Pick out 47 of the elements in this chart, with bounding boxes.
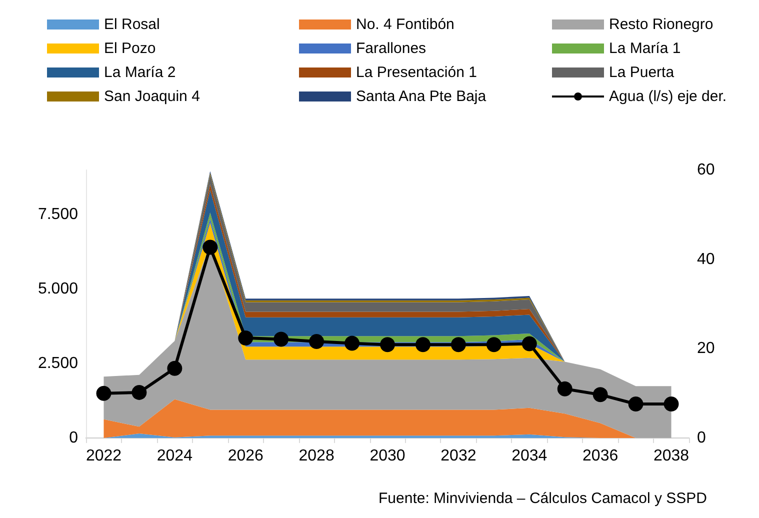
point <box>486 337 502 352</box>
legend-label: Santa Ana Pte Baja <box>356 88 487 105</box>
legend-label: El Pozo <box>104 40 156 57</box>
x-tick-label: 2028 <box>298 448 334 464</box>
point <box>309 334 324 350</box>
point <box>132 384 147 400</box>
y-tick-label: 7.500 <box>38 206 78 224</box>
point <box>344 336 360 351</box>
legend-label: La Puerta <box>609 64 675 81</box>
y2-tick-label: 0 <box>697 430 706 446</box>
y-tick-label: 0 <box>69 430 78 446</box>
y2-tick-label: 40 <box>697 250 715 268</box>
point <box>522 336 537 352</box>
x-tick-label: 2026 <box>228 448 264 464</box>
point <box>238 330 254 346</box>
point <box>274 332 289 347</box>
y-tick-label: 2.500 <box>38 355 78 372</box>
point <box>202 240 218 255</box>
legend-label: No. 4 Fontibón <box>356 16 454 33</box>
y2-tick-label: 60 <box>697 162 715 178</box>
point <box>628 396 644 412</box>
point <box>592 387 608 402</box>
x-tick-label: 2038 <box>653 448 690 464</box>
point <box>415 337 430 352</box>
legend-label: La Presentación 1 <box>356 64 477 81</box>
y2-tick-label: 20 <box>697 340 715 358</box>
point <box>450 337 466 352</box>
x-tick-label: 2030 <box>370 448 406 464</box>
x-tick-label: 2022 <box>86 448 122 464</box>
x-tick-label: 2024 <box>156 448 193 464</box>
point <box>664 396 679 412</box>
legend-label: Resto Rionegro <box>609 16 714 33</box>
legend-label: Farallones <box>356 40 426 57</box>
legend-label: La María 1 <box>609 40 681 57</box>
legend-label: San Joaquin 4 <box>104 88 200 105</box>
legend-label: El Rosal <box>104 16 160 33</box>
point <box>557 381 572 396</box>
point <box>167 360 182 376</box>
y-tick-label: 5.000 <box>38 280 78 298</box>
x-tick-label: 2036 <box>582 448 618 464</box>
x-tick-label: 2032 <box>440 448 476 464</box>
source-note: Fuente: Minvivienda – Cálculos Camacol y SSPD <box>378 490 708 507</box>
point <box>380 337 395 352</box>
legend-label: Agua (l/s) eje der. <box>609 88 727 105</box>
legend-label: La María 2 <box>104 64 176 81</box>
x-tick-label: 2034 <box>512 448 548 464</box>
point <box>96 386 112 401</box>
